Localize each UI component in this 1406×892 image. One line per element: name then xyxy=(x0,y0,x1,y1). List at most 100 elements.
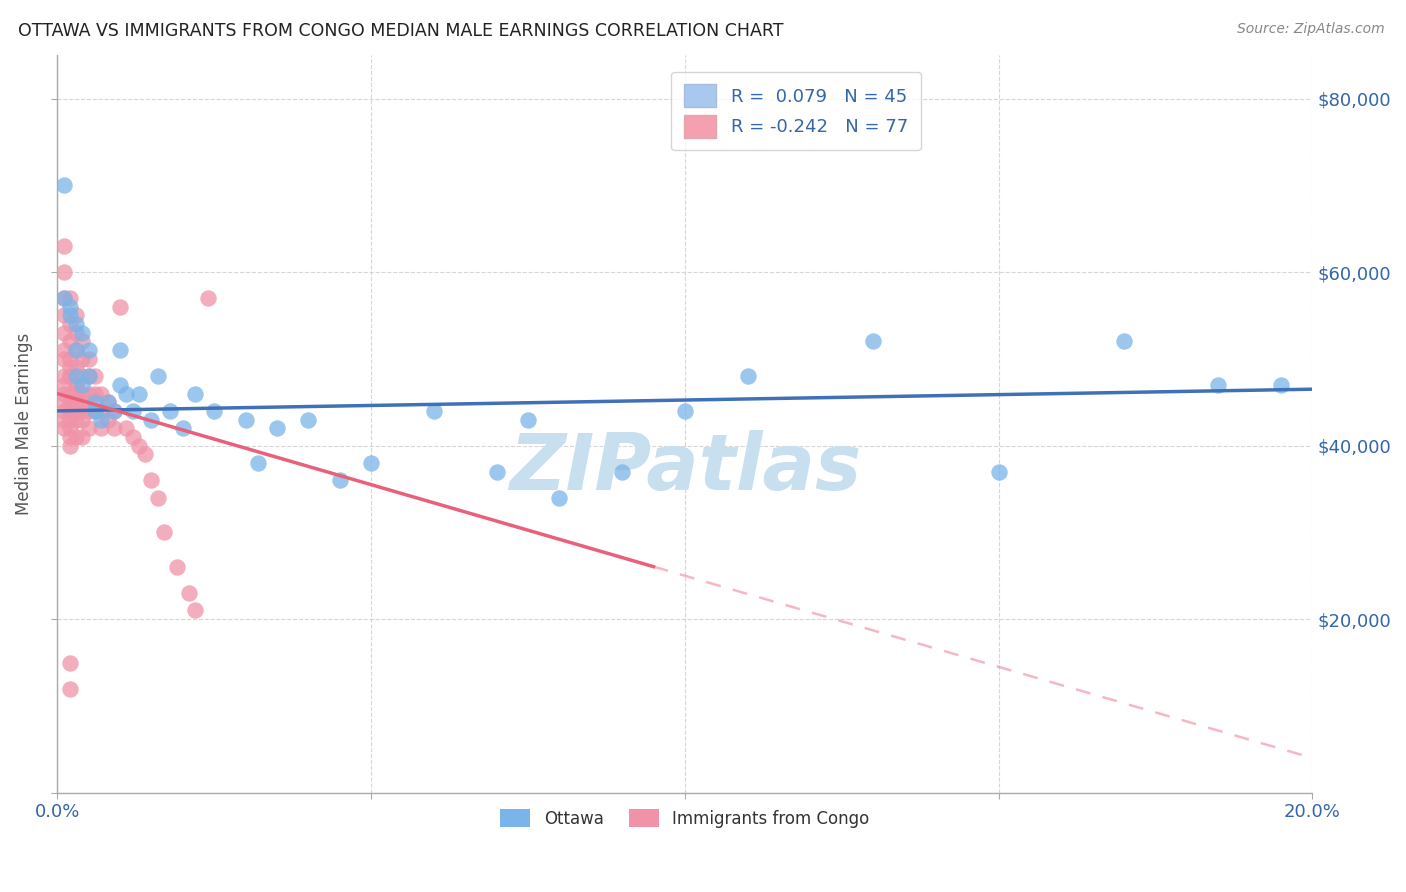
Point xyxy=(96,395,118,409)
Point xyxy=(184,603,207,617)
Point xyxy=(987,465,1010,479)
Point xyxy=(329,473,352,487)
Point xyxy=(59,360,82,375)
Point xyxy=(548,491,571,505)
Point xyxy=(297,412,319,426)
Point xyxy=(737,369,759,384)
Point xyxy=(59,412,82,426)
Point xyxy=(84,395,107,409)
Point xyxy=(59,351,82,366)
Point xyxy=(72,326,94,340)
Point xyxy=(96,412,118,426)
Point xyxy=(485,465,508,479)
Point xyxy=(146,369,169,384)
Point xyxy=(121,430,143,444)
Point xyxy=(103,404,125,418)
Point xyxy=(96,395,118,409)
Point xyxy=(65,395,87,409)
Point xyxy=(59,369,82,384)
Point xyxy=(84,369,107,384)
Point xyxy=(65,386,87,401)
Point xyxy=(59,404,82,418)
Point xyxy=(52,377,75,392)
Point xyxy=(65,360,87,375)
Point xyxy=(52,395,75,409)
Point xyxy=(108,343,131,358)
Point xyxy=(72,369,94,384)
Point xyxy=(247,456,270,470)
Point xyxy=(77,421,100,435)
Point xyxy=(52,412,75,426)
Point xyxy=(134,447,156,461)
Point xyxy=(1206,377,1229,392)
Point xyxy=(115,386,138,401)
Point xyxy=(59,656,82,670)
Point xyxy=(52,369,75,384)
Point xyxy=(65,430,87,444)
Point xyxy=(72,377,94,392)
Point xyxy=(266,421,288,435)
Legend: Ottawa, Immigrants from Congo: Ottawa, Immigrants from Congo xyxy=(492,801,877,836)
Point xyxy=(65,377,87,392)
Point xyxy=(184,386,207,401)
Point xyxy=(202,404,225,418)
Point xyxy=(153,525,176,540)
Point xyxy=(517,412,540,426)
Point xyxy=(128,439,150,453)
Point xyxy=(166,560,188,574)
Point xyxy=(77,343,100,358)
Point xyxy=(235,412,257,426)
Point xyxy=(141,412,163,426)
Point xyxy=(141,473,163,487)
Point xyxy=(128,386,150,401)
Point xyxy=(59,395,82,409)
Point xyxy=(146,491,169,505)
Point xyxy=(862,334,884,349)
Point xyxy=(72,351,94,366)
Point xyxy=(121,404,143,418)
Point xyxy=(52,291,75,305)
Point xyxy=(1270,377,1292,392)
Point xyxy=(52,265,75,279)
Point xyxy=(72,430,94,444)
Point xyxy=(65,369,87,384)
Point xyxy=(65,326,87,340)
Point xyxy=(65,395,87,409)
Point xyxy=(59,300,82,314)
Point xyxy=(115,421,138,435)
Point xyxy=(90,386,112,401)
Point xyxy=(65,412,87,426)
Point xyxy=(52,421,75,435)
Point xyxy=(610,465,633,479)
Point xyxy=(77,386,100,401)
Point xyxy=(72,395,94,409)
Text: OTTAWA VS IMMIGRANTS FROM CONGO MEDIAN MALE EARNINGS CORRELATION CHART: OTTAWA VS IMMIGRANTS FROM CONGO MEDIAN M… xyxy=(18,22,783,40)
Point xyxy=(52,386,75,401)
Point xyxy=(673,404,696,418)
Point xyxy=(77,351,100,366)
Point xyxy=(423,404,446,418)
Point xyxy=(103,421,125,435)
Point xyxy=(59,334,82,349)
Point xyxy=(52,326,75,340)
Point xyxy=(52,291,75,305)
Point xyxy=(59,309,82,323)
Point xyxy=(77,369,100,384)
Point xyxy=(59,317,82,331)
Point xyxy=(65,343,87,358)
Point xyxy=(77,369,100,384)
Point xyxy=(59,291,82,305)
Y-axis label: Median Male Earnings: Median Male Earnings xyxy=(15,333,32,515)
Point xyxy=(52,343,75,358)
Point xyxy=(52,239,75,253)
Point xyxy=(84,404,107,418)
Point xyxy=(52,178,75,193)
Point xyxy=(72,334,94,349)
Point xyxy=(90,421,112,435)
Point xyxy=(59,386,82,401)
Point xyxy=(65,343,87,358)
Point xyxy=(65,317,87,331)
Point xyxy=(84,404,107,418)
Point xyxy=(1114,334,1136,349)
Point xyxy=(77,404,100,418)
